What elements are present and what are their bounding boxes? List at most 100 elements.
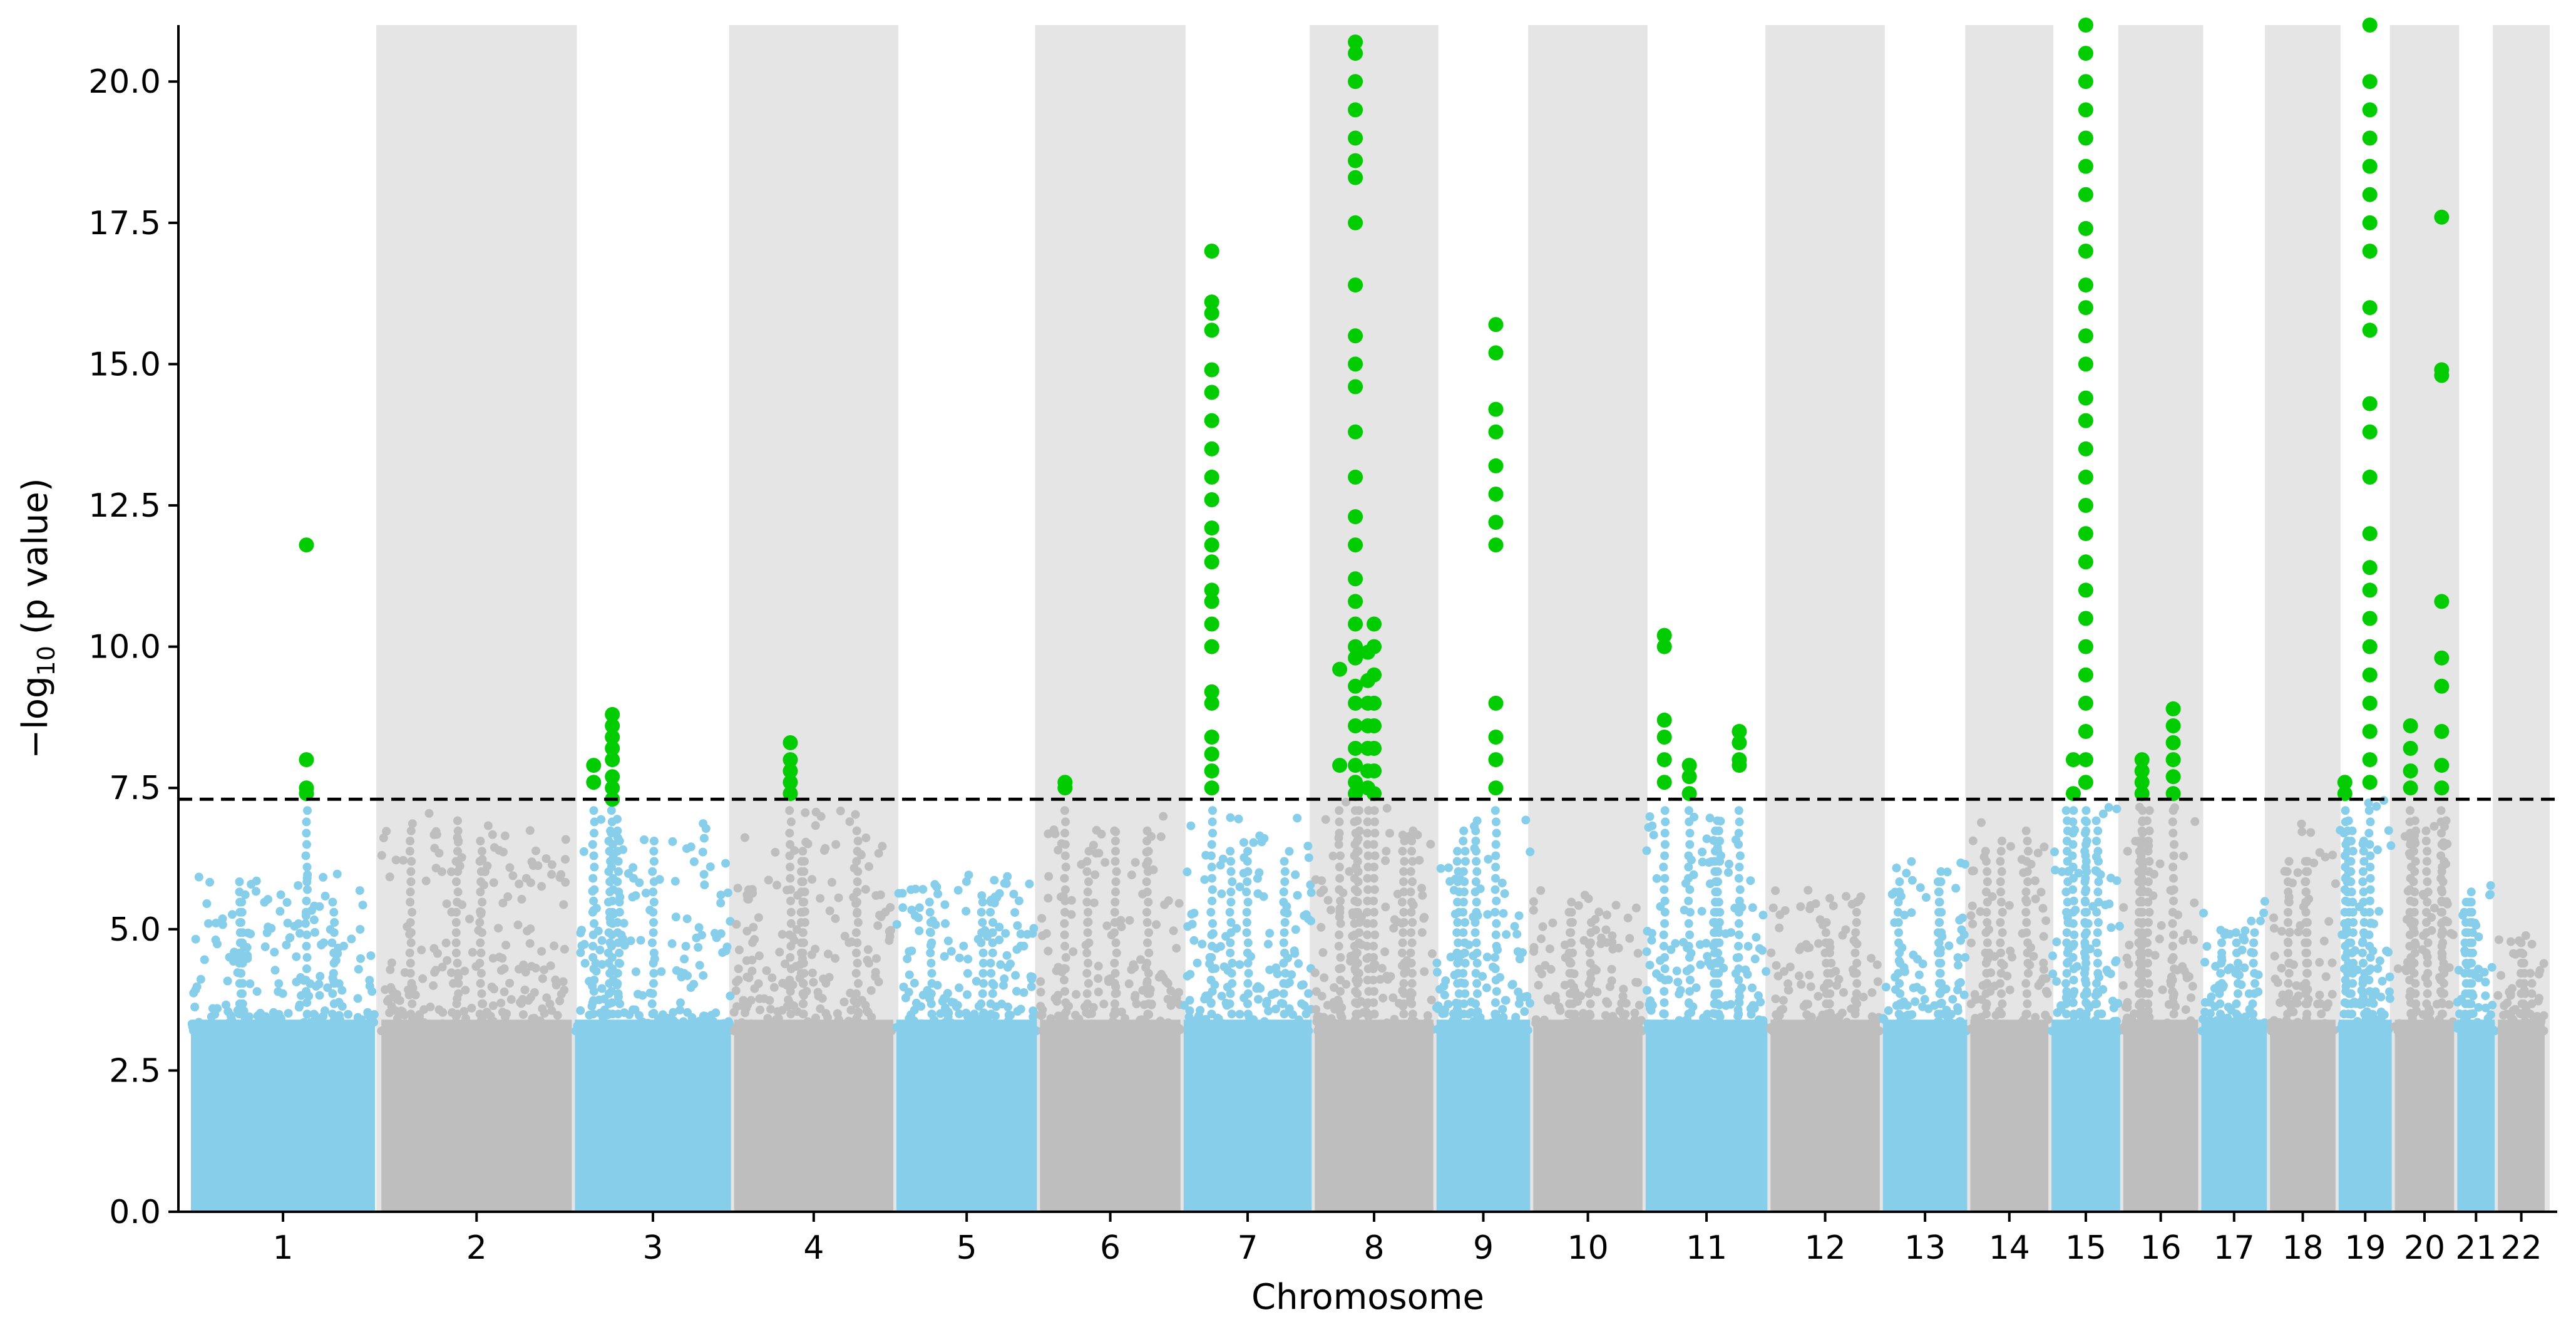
snp-point xyxy=(2199,1014,2208,1024)
snp-point xyxy=(264,922,273,932)
snp-point xyxy=(1460,918,1469,927)
snp-point xyxy=(218,914,227,924)
snp-point xyxy=(302,941,311,951)
base-mass xyxy=(191,1020,376,1212)
snp-point xyxy=(1705,813,1715,823)
snp-point xyxy=(1439,981,1449,991)
snp-point xyxy=(1796,902,1805,911)
snp-point xyxy=(2138,829,2147,838)
snp-point xyxy=(1942,867,1952,877)
snp-point xyxy=(1293,891,1302,900)
snp-point xyxy=(1534,964,1544,974)
snp-point xyxy=(2112,804,2122,813)
snp-point xyxy=(1686,964,1695,973)
base-mass xyxy=(1645,1020,1768,1212)
snp-point xyxy=(2301,887,2311,897)
snp-point xyxy=(2461,999,2470,1008)
snp-point xyxy=(2340,930,2349,939)
snp-point xyxy=(2384,947,2393,957)
snp-point xyxy=(978,989,987,998)
snp-point xyxy=(746,996,756,1005)
snp-point xyxy=(2094,877,2103,886)
snp-point xyxy=(744,885,753,894)
snp-point xyxy=(357,1015,366,1025)
snp-point xyxy=(2232,1026,2241,1035)
significant-snp-point xyxy=(299,786,314,802)
snp-point xyxy=(237,989,245,998)
snp-point xyxy=(668,837,677,846)
snp-point xyxy=(1369,987,1378,996)
significant-snp-point xyxy=(605,752,620,768)
snp-point xyxy=(756,1005,764,1014)
snp-point xyxy=(1094,974,1103,983)
snp-point xyxy=(1321,815,1330,824)
snp-point xyxy=(648,867,657,876)
snp-point xyxy=(1084,847,1094,856)
snp-point xyxy=(1279,989,1288,998)
snp-point xyxy=(831,914,840,923)
snp-point xyxy=(1754,1015,1763,1025)
snp-point xyxy=(907,946,916,956)
snp-point xyxy=(1019,988,1029,997)
snp-point xyxy=(285,933,295,942)
snp-point xyxy=(2405,817,2414,827)
snp-point xyxy=(537,947,547,956)
significant-snp-point xyxy=(2078,441,2093,457)
significant-snp-point xyxy=(2078,18,2093,33)
snp-point xyxy=(1074,1014,1084,1024)
snp-point xyxy=(2436,987,2445,996)
snp-point xyxy=(1902,869,1911,878)
snp-point xyxy=(1934,938,1944,947)
snp-point xyxy=(1636,1016,1646,1025)
snp-point xyxy=(1399,989,1409,998)
base-mass xyxy=(2457,1020,2495,1212)
snp-point xyxy=(302,953,312,962)
snp-point xyxy=(2327,958,2337,968)
snp-point xyxy=(2277,927,2286,936)
snp-point xyxy=(647,938,657,947)
snp-point xyxy=(2068,885,2078,894)
snp-point xyxy=(590,817,599,827)
snp-point xyxy=(918,885,928,894)
snp-point xyxy=(943,936,953,946)
significant-snp-point xyxy=(1488,695,1504,711)
snp-point xyxy=(2324,999,2333,1008)
significant-snp-point xyxy=(2362,611,2378,626)
snp-point xyxy=(1208,806,1217,815)
snp-point xyxy=(1131,858,1140,867)
snp-point xyxy=(1207,840,1216,849)
snp-point xyxy=(319,872,328,882)
significant-snp-point xyxy=(2078,639,2093,654)
snp-point xyxy=(1920,994,1929,1004)
chromosome-points-8 xyxy=(1310,34,1437,1212)
snp-point xyxy=(979,979,988,988)
snp-point xyxy=(978,969,988,978)
snp-point xyxy=(2031,1013,2040,1022)
snp-point xyxy=(851,928,861,937)
snp-point xyxy=(1998,907,2007,917)
snp-point xyxy=(2331,879,2340,889)
snp-point xyxy=(1568,989,1577,998)
significant-snp-point xyxy=(2337,786,2353,802)
snp-point xyxy=(2303,857,2312,866)
snp-point xyxy=(424,808,434,818)
snp-point xyxy=(517,894,526,904)
snp-point xyxy=(1709,1026,1718,1036)
snp-point xyxy=(1645,812,1655,821)
snp-point xyxy=(2081,953,2090,962)
snp-point xyxy=(1083,887,1092,897)
snp-point xyxy=(631,967,640,976)
snp-point xyxy=(1067,1023,1076,1033)
snp-point xyxy=(1735,885,1745,894)
snp-point xyxy=(1142,979,1152,988)
snp-point xyxy=(2168,998,2178,1008)
snp-point xyxy=(1094,961,1103,971)
snp-point xyxy=(778,979,788,988)
snp-point xyxy=(476,907,486,917)
chromosome-points-7 xyxy=(1179,244,1316,1212)
snp-point xyxy=(2205,1009,2215,1018)
snp-point xyxy=(1735,1026,1744,1036)
snp-point xyxy=(407,989,416,998)
snp-point xyxy=(1369,896,1378,906)
snp-point xyxy=(1304,1026,1313,1036)
